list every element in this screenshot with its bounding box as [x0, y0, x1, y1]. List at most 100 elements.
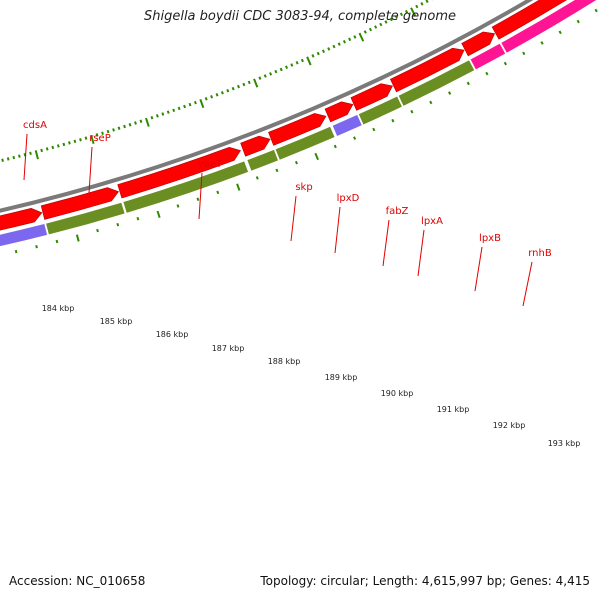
outer-tick: [196, 197, 200, 202]
inner-tick: [12, 155, 16, 160]
inner-tick: [389, 17, 393, 22]
inner-tick: [316, 51, 320, 56]
inner-tick: [306, 56, 312, 66]
inner-tick: [337, 42, 341, 46]
inner-tick: [226, 88, 230, 93]
gene-leader-line: [334, 206, 341, 254]
inner-tick: [358, 32, 365, 42]
feature-block-green: [246, 148, 280, 172]
kbp-label: 193 kbp: [548, 439, 581, 448]
kbp-label: 186 kbp: [156, 330, 189, 339]
outer-tick: [503, 61, 507, 66]
inner-tick: [269, 72, 273, 76]
kbp-label: 191 kbp: [437, 405, 470, 414]
feature-block-purple: [0, 223, 49, 247]
cds-arrow: [0, 207, 43, 231]
outer-tick: [294, 160, 298, 165]
inner-tick: [139, 119, 143, 123]
cds-arrow: [117, 146, 241, 199]
inner-tick: [321, 49, 326, 54]
outer-tick: [275, 168, 279, 173]
inner-tick: [79, 138, 82, 142]
inner-tick: [101, 131, 104, 135]
inner-tick: [145, 117, 150, 127]
gene-label: cdsA: [23, 120, 47, 131]
inner-tick: [18, 154, 21, 158]
outer-tick: [216, 190, 220, 195]
kbp-label: 185 kbp: [100, 317, 133, 326]
inner-tick: [379, 22, 383, 27]
gene-label: lpxA: [421, 216, 443, 227]
outer-tick: [176, 204, 180, 208]
inner-tick: [123, 124, 126, 129]
kbp-label: 184 kbp: [42, 304, 75, 313]
inner-tick: [295, 60, 299, 65]
inner-tick: [134, 121, 137, 125]
outer-tick: [429, 100, 433, 105]
gene-leader-line: [474, 246, 483, 292]
outer-tick: [75, 234, 80, 242]
inner-tick: [204, 97, 208, 101]
inner-tick: [327, 47, 331, 51]
cds-arrow: [491, 0, 567, 40]
gene-leader-line: [417, 229, 425, 277]
inner-tick: [384, 20, 388, 24]
inner-tick: [348, 37, 352, 42]
inner-tick: [117, 126, 121, 130]
inner-tick: [394, 15, 398, 19]
inner-tick: [420, 2, 424, 6]
outer-tick: [96, 228, 99, 233]
outer-tick: [540, 41, 544, 45]
genome-summary: Topology: circular; Length: 4,615,997 bp…: [260, 574, 590, 588]
inner-tick: [332, 44, 336, 49]
gene-leader-line: [382, 219, 390, 267]
feature-block-green: [274, 125, 336, 161]
inner-tick: [34, 150, 39, 160]
gene-leader-line: [23, 133, 28, 181]
feature-block-pink: [469, 42, 507, 71]
feature-block-green: [122, 160, 250, 214]
inner-tick: [290, 63, 294, 67]
kbp-label: 190 kbp: [381, 389, 414, 398]
gene-label: rnhB: [528, 248, 552, 259]
inner-tick: [29, 151, 32, 156]
inner-tick: [193, 100, 197, 105]
inner-tick: [210, 95, 214, 99]
outer-tick: [353, 136, 357, 140]
outer-tick: [576, 19, 580, 24]
gene-label: lpxB: [479, 233, 501, 244]
inner-tick: [263, 74, 267, 78]
inner-tick: [199, 98, 205, 109]
cds-arrow: [461, 31, 496, 57]
outer-tick: [14, 249, 18, 254]
outer-tick: [314, 152, 319, 161]
inner-tick: [183, 104, 187, 109]
gene-leader-line: [522, 261, 533, 307]
inner-tick: [342, 39, 346, 44]
inner-tick: [73, 139, 77, 144]
kbp-label: 187 kbp: [212, 344, 245, 353]
feature-block-green: [357, 95, 403, 126]
inner-tick: [242, 82, 246, 87]
gene-label: fabZ: [386, 206, 409, 217]
outer-tick: [35, 244, 38, 249]
outer-tick: [410, 109, 414, 114]
outer-tick: [255, 176, 259, 180]
inner-tick: [45, 147, 49, 151]
inner-tick: [425, 0, 429, 3]
gene-leader-line: [290, 195, 297, 242]
feature-block-green: [397, 59, 476, 107]
gene-label: rseP: [89, 133, 111, 144]
genome-backbone: [0, 0, 534, 213]
inner-tick: [150, 115, 154, 120]
outer-tick: [372, 127, 376, 132]
outer-tick: [236, 183, 241, 191]
feature-block-green: [45, 201, 126, 236]
inner-tick: [56, 144, 60, 148]
outer-tick: [594, 8, 598, 13]
inner-tick: [220, 90, 224, 95]
cds-arrow: [350, 83, 393, 111]
gene-label: skp: [295, 182, 312, 193]
feature-block-pink: [500, 0, 598, 54]
